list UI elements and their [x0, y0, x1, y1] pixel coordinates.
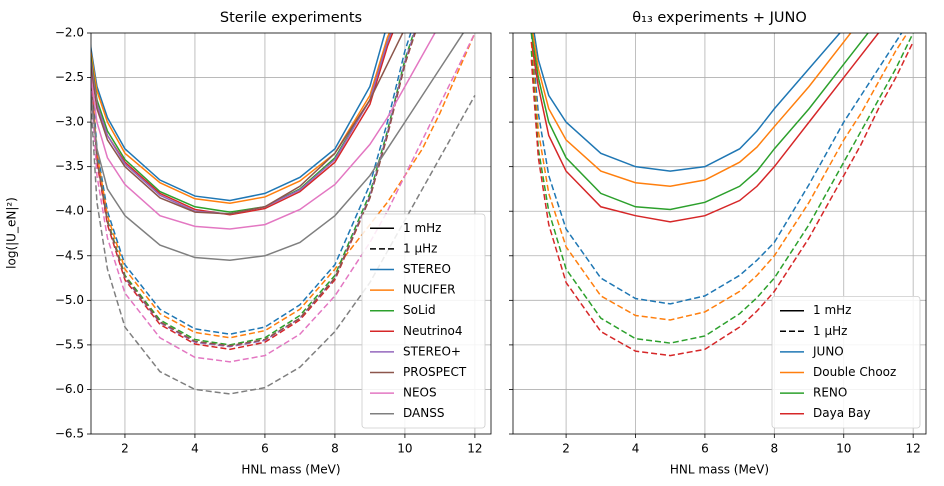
- x-tick-label: 4: [632, 442, 640, 456]
- series-line: [532, 33, 852, 188]
- legend: [361, 213, 486, 429]
- legend-label: 1 mHz: [813, 303, 851, 317]
- series-line: [91, 33, 476, 339]
- legend-label: JUNO: [812, 344, 844, 358]
- series-line: [530, 33, 880, 223]
- x-tick-label: 2: [121, 442, 129, 456]
- chart-title: Sterile experiments: [220, 10, 362, 26]
- legend: [771, 295, 921, 429]
- y-tick-label: −6.0: [55, 382, 84, 396]
- legend-label: STEREO: [403, 262, 451, 276]
- y-tick-label: −2.5: [55, 70, 84, 84]
- series-line: [91, 33, 392, 213]
- legend-label: RENO: [813, 386, 847, 400]
- plot-frame: [512, 32, 927, 435]
- legend-label: PROSPECT: [403, 365, 467, 379]
- x-tick-label: 6: [261, 442, 269, 456]
- series-line: [91, 33, 391, 204]
- x-tick-label: 4: [191, 442, 199, 456]
- x-axis-label: HNL mass (MeV): [241, 463, 340, 477]
- legend-label: STEREO+: [403, 344, 461, 358]
- y-axis-label: log(|U_eN|²): [5, 197, 19, 269]
- series-line: [91, 91, 476, 395]
- legend-label: NEOS: [403, 386, 437, 400]
- y-tick-label: −5.0: [55, 293, 84, 307]
- series-line: [91, 33, 386, 202]
- legend-label: Daya Bay: [813, 406, 871, 420]
- y-tick-label: −3.0: [55, 115, 84, 129]
- legend-label: SoLid: [403, 303, 436, 317]
- x-tick-label: 8: [771, 442, 779, 456]
- series-line: [91, 33, 476, 363]
- legend-label: NUCIFER: [403, 283, 456, 297]
- legend-label: 1 mHz: [403, 221, 441, 235]
- y-tick-label: −4.0: [55, 204, 84, 218]
- y-tick-label: −5.5: [55, 337, 84, 351]
- series-line: [91, 33, 465, 261]
- series-line: [91, 33, 436, 230]
- x-axis-label: HNL mass (MeV): [670, 463, 769, 477]
- x-tick-label: 12: [906, 442, 921, 456]
- series-line: [91, 33, 412, 335]
- plot-frame: [90, 32, 492, 435]
- series-line: [530, 33, 909, 321]
- series-line: [530, 41, 914, 357]
- chart-title: θ₁₃ experiments + JUNO: [632, 10, 806, 26]
- y-tick-label: −2.0: [55, 26, 84, 40]
- plot-area: [530, 33, 914, 357]
- legend-label: Neutrino4: [403, 324, 463, 338]
- y-tick-label: −4.5: [55, 248, 84, 262]
- legend-label: 1 μHz: [813, 324, 847, 338]
- y-tick-label: −3.5: [55, 159, 84, 173]
- x-tick-label: 2: [562, 442, 570, 456]
- y-tick-label: −6.5: [55, 427, 84, 441]
- series-line: [530, 33, 914, 344]
- series-line: [533, 33, 841, 172]
- x-tick-label: 6: [701, 442, 709, 456]
- series-line: [91, 33, 416, 347]
- plot-area: [91, 33, 476, 395]
- series-line: [91, 33, 404, 215]
- legend-label: Double Chooz: [813, 365, 896, 379]
- x-tick-label: 8: [331, 442, 339, 456]
- legend-label: 1 μHz: [403, 241, 437, 255]
- series-line: [530, 33, 869, 211]
- x-tick-label: 10: [836, 442, 851, 456]
- legend-label: DANSS: [403, 406, 444, 420]
- series-line: [530, 33, 903, 305]
- x-tick-label: 10: [397, 442, 412, 456]
- x-tick-label: 12: [467, 442, 482, 456]
